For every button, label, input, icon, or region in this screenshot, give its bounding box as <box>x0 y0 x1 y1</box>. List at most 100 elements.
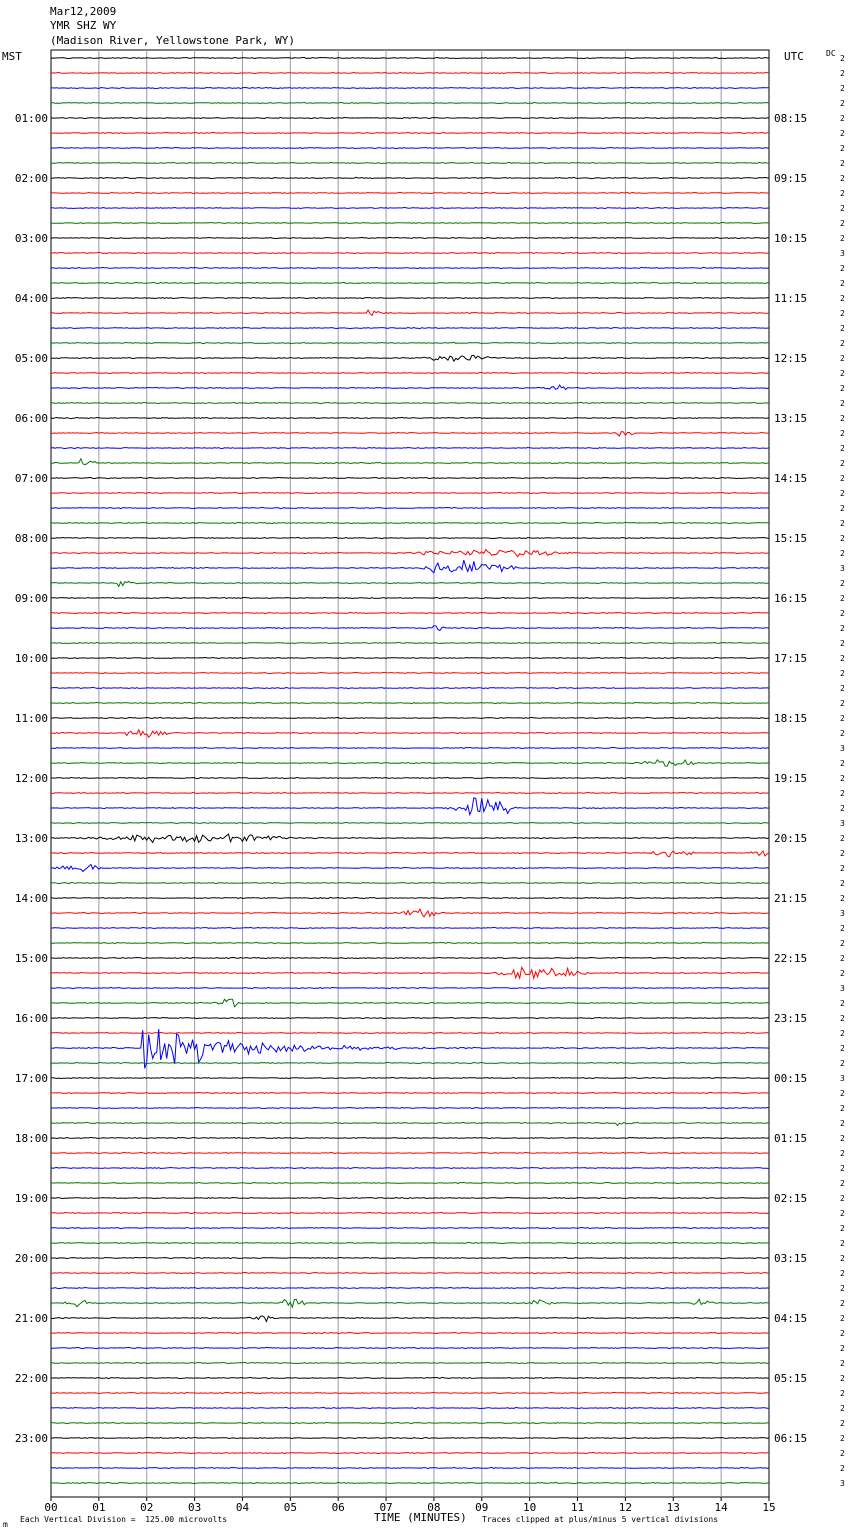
dc-offset-label: 2 <box>840 624 845 633</box>
dc-offset-label: 2 <box>840 399 845 408</box>
dc-offset-label: 2 <box>840 204 845 213</box>
dc-offset-label: 2 <box>840 69 845 78</box>
trace-row <box>50 791 770 795</box>
dc-offset-label: 2 <box>840 549 845 558</box>
trace-row <box>50 580 769 588</box>
dc-offset-label: 2 <box>840 129 845 138</box>
hour-label-right: 20:15 <box>774 832 807 845</box>
dc-offset-label: 2 <box>840 294 845 303</box>
scale-note: Each Vertical Division = 125.00 microvol… <box>20 1515 228 1524</box>
dc-offset-label: 2 <box>840 894 845 903</box>
dc-offset-label: 2 <box>840 534 845 543</box>
hour-label-left: 23:00 <box>15 1432 48 1445</box>
trace-row <box>50 1466 770 1470</box>
trace-row <box>51 1256 770 1260</box>
trace-row <box>50 701 770 705</box>
trace-row <box>50 221 770 225</box>
x-tick-label: 14 <box>715 1501 729 1514</box>
trace-row <box>50 728 770 739</box>
trace-row <box>50 1061 770 1065</box>
dc-offset-label: 2 <box>840 594 845 603</box>
dc-offset-label: 3 <box>840 1074 845 1083</box>
trace-row <box>50 998 770 1008</box>
trace-row <box>50 1091 770 1095</box>
dc-offset-label: 2 <box>840 969 845 978</box>
dc-offset-label: 2 <box>840 159 845 168</box>
dc-offset-label: 2 <box>840 1134 845 1143</box>
dc-offset-label: 2 <box>840 579 845 588</box>
x-tick-label: 13 <box>667 1501 680 1514</box>
dc-offset-label: 2 <box>840 234 845 243</box>
trace-row <box>51 821 770 825</box>
trace-row <box>50 1271 770 1275</box>
hour-label-right: 13:15 <box>774 412 807 425</box>
trace-row <box>50 671 770 675</box>
x-tick-label: 12 <box>619 1501 632 1514</box>
x-tick-label: 08 <box>427 1501 440 1514</box>
dc-offset-label: 2 <box>840 1314 845 1323</box>
trace-row <box>50 354 770 363</box>
dc-offset-label: 2 <box>840 429 845 438</box>
dc-offset-label: 2 <box>840 1449 845 1458</box>
dc-offset-label: 3 <box>840 909 845 918</box>
dc-offset-label: 2 <box>840 474 845 483</box>
trace-row <box>51 161 770 165</box>
trace-row <box>50 506 770 510</box>
x-tick-label: 00 <box>44 1501 57 1514</box>
dc-offset-label: 2 <box>840 1224 845 1233</box>
hour-label-right: 17:15 <box>774 652 807 665</box>
dc-offset-label: 2 <box>840 1434 845 1443</box>
dc-offset-label: 2 <box>840 174 845 183</box>
dc-label: DC <box>826 49 836 58</box>
hour-label-left: 14:00 <box>15 892 48 905</box>
x-tick-label: 01 <box>92 1501 105 1514</box>
hour-label-left: 11:00 <box>15 712 48 725</box>
dc-offset-label: 2 <box>840 489 845 498</box>
hour-label-left: 12:00 <box>15 772 48 785</box>
trace-row <box>50 1029 770 1069</box>
trace-row <box>50 431 769 437</box>
trace-layer <box>50 56 770 1485</box>
trace-row <box>50 446 770 450</box>
trace-row <box>50 1106 769 1110</box>
trace-row <box>50 986 770 990</box>
dc-offset-label: 2 <box>840 639 845 648</box>
dc-offset-label: 2 <box>840 1419 845 1428</box>
trace-row <box>50 176 769 180</box>
trace-row <box>50 1031 770 1035</box>
dc-offset-label: 2 <box>840 1329 845 1338</box>
trace-row <box>50 384 770 391</box>
trace-row <box>50 863 770 873</box>
hour-label-right: 03:15 <box>774 1252 807 1265</box>
trace-row <box>50 1298 770 1309</box>
dc-offset-label: 2 <box>840 459 845 468</box>
trace-row <box>50 1166 770 1170</box>
x-tick-label: 02 <box>140 1501 153 1514</box>
hour-label-left: 06:00 <box>15 412 48 425</box>
dc-offset-label: 2 <box>840 1359 845 1368</box>
dc-offset-label: 2 <box>840 999 845 1008</box>
trace-row <box>50 1076 770 1080</box>
x-axis-title: TIME (MINUTES) <box>374 1511 467 1524</box>
trace-row <box>50 521 770 525</box>
dc-offset-label: 2 <box>840 354 845 363</box>
dc-offset-label: 2 <box>840 264 845 273</box>
dc-offset-label: 2 <box>840 1344 845 1353</box>
dc-offset-label: 2 <box>840 1254 845 1263</box>
hour-label-right: 11:15 <box>774 292 807 305</box>
dc-offset-label: 2 <box>840 1059 845 1068</box>
hour-label-right: 04:15 <box>774 1312 807 1325</box>
dc-offset-label: 3 <box>840 249 845 258</box>
dc-offset-label: 2 <box>840 189 845 198</box>
dc-offset-label: 2 <box>840 1464 845 1473</box>
x-tick-label: 06 <box>332 1501 345 1514</box>
dc-offset-label: 3 <box>840 1479 845 1488</box>
trace-row <box>50 776 770 780</box>
dc-offset-label: 2 <box>840 714 845 723</box>
dc-offset-label: 2 <box>840 519 845 528</box>
dc-offset-label: 2 <box>840 1179 845 1188</box>
trace-row <box>50 941 770 945</box>
trace-row <box>50 1181 770 1185</box>
dc-offset-label: 2 <box>840 114 845 123</box>
